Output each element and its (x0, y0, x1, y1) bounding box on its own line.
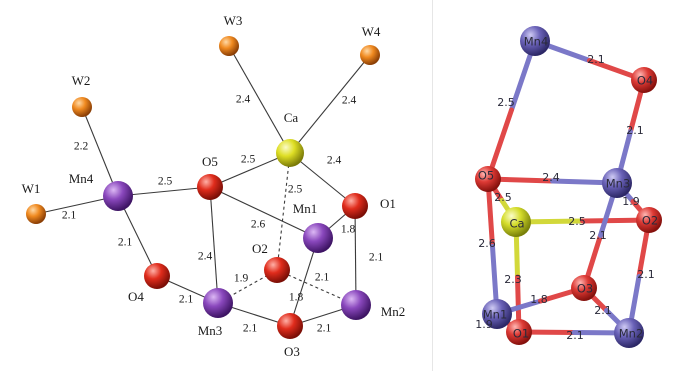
left-structure-panel: 2.4 2.4 2.2 2.1 2.5 2.5 2.4 2.5 2.6 1.8 2.1 2.1 2.4 2… (22, 13, 406, 359)
atom-label-mn3: Mn3 (606, 177, 631, 191)
bond-length-label: 2.5 (497, 96, 515, 109)
bond-length-label: 2.4 (236, 94, 251, 106)
bond-o5-ca (209, 152, 291, 188)
atom-label-mn2: Mn2 (381, 304, 406, 319)
bond-length-label: 1.8 (530, 293, 548, 306)
atom-o5 (475, 166, 501, 192)
bond-length-label: 2.1 (566, 329, 584, 342)
bond-length-label: 2.5 (288, 184, 303, 196)
atom-label-mn1: Mn1 (483, 308, 508, 322)
atom-w3 (219, 36, 239, 56)
atom-mn3 (203, 288, 233, 318)
atom-o3 (277, 313, 303, 339)
bond-length-label: 2.4 (342, 95, 357, 107)
atom-label-o4: O4 (637, 74, 653, 88)
atom-label-o1: O1 (380, 196, 396, 211)
atom-o4 (144, 263, 170, 289)
atom-label-mn1: Mn1 (293, 201, 318, 216)
bond-mn4-o5 (485, 38, 538, 182)
ball-and-stick-diagram: 2.4 2.4 2.2 2.1 2.5 2.5 2.4 2.5 2.6 1.8 2.1 2.1 2.4 2… (22, 13, 406, 359)
bond-length-label: 2.1 (243, 323, 258, 335)
atom-mn2 (614, 318, 644, 348)
bond-mn4-w2 (81, 106, 119, 197)
bond-length-label: 2.4 (198, 251, 213, 263)
atom-ca (501, 207, 531, 237)
atom-label-o2: O2 (642, 214, 658, 228)
atom-label-w3: W3 (224, 13, 243, 28)
bond-o5-mn1 (209, 186, 319, 239)
bond-o1-mn2 (354, 205, 357, 306)
atom-mn1 (303, 223, 333, 253)
atom-label-o5: O5 (202, 154, 218, 169)
atom-o1 (342, 193, 368, 219)
bond-length-label: 2.1 (587, 53, 605, 66)
bond-length-label: 2.1 (637, 268, 655, 281)
atom-label-o1: O1 (513, 327, 529, 341)
bond-length-label: 2.6 (251, 219, 266, 231)
bond-length-label: 1.9 (622, 195, 640, 208)
bond-ca-o2 (276, 152, 291, 271)
bond-length-label: 2.1 (118, 237, 133, 249)
bond-length-label: 1.9 (234, 273, 249, 285)
bond-length-label: 1.9 (475, 318, 493, 331)
bond-o5-mn3 (209, 186, 219, 304)
atom-mn2 (341, 290, 371, 320)
bond-length-label: 1.8 (289, 292, 304, 304)
bond-length-label: 2.1 (594, 304, 612, 317)
bond-ca-w3 (228, 45, 291, 154)
bond-ca-w4 (289, 54, 371, 154)
stick-rendering-diagram: 2.12.52.12.41.92.52.52.62.32.12.11.82.11… (475, 26, 662, 348)
atom-mn4 (520, 26, 550, 56)
atom-label-ca: Ca (284, 110, 299, 125)
atom-o5 (197, 174, 223, 200)
atom-label-o3: O3 (284, 344, 300, 359)
atom-label-mn4: Mn4 (69, 171, 94, 186)
bond-length-label: 2.1 (589, 229, 607, 242)
atom-ca (276, 139, 304, 167)
atom-w1 (26, 204, 46, 224)
bond-length-label: 2.5 (158, 176, 173, 188)
bond-mn4-o5 (117, 186, 211, 197)
bond-mn1-o3 (289, 237, 319, 327)
atom-label-ca: Ca (509, 217, 524, 231)
atom-mn4 (103, 181, 133, 211)
atom-label-o3: O3 (577, 282, 593, 296)
atom-w4 (360, 45, 380, 65)
atom-mn1 (482, 299, 512, 329)
atom-label-o4: O4 (128, 289, 144, 304)
bond-length-label: 2.6 (478, 237, 496, 250)
atom-w2 (72, 97, 92, 117)
atom-label-o5: O5 (478, 169, 494, 183)
bond-length-label: 2.4 (327, 155, 342, 167)
bond-length-label: 2.5 (494, 191, 512, 204)
atom-label-mn2: Mn2 (619, 327, 644, 341)
bond-length-label: 2.4 (542, 171, 560, 184)
atom-o2 (636, 207, 662, 233)
bond-length-label: 2.1 (62, 210, 77, 222)
atom-label-mn3: Mn3 (198, 323, 223, 338)
bond-length-label: 1.8 (341, 224, 356, 236)
atom-o1 (506, 319, 532, 345)
atom-label-w4: W4 (362, 24, 381, 39)
bond-length-label: 2.1 (315, 272, 330, 284)
bond-length-label: 2.5 (568, 215, 586, 228)
atom-mn3 (602, 168, 632, 198)
bond-length-label: 2.5 (241, 154, 256, 166)
bond-length-label: 2.1 (626, 124, 644, 137)
bond-length-label: 2.1 (179, 294, 194, 306)
atom-o4 (631, 67, 657, 93)
atom-label-w1: W1 (22, 181, 41, 196)
atom-o2 (264, 257, 290, 283)
right-structure-panel: 2.1 2.5 2.1 2.4 1.9 2.5 2.5 2.6 2.3 2.1 2.1 1.8 2.1 1… (432, 0, 681, 371)
bond-length-label: 2.2 (74, 141, 89, 153)
bond-length-label: 2.1 (317, 323, 332, 335)
bond-length-label: 2.3 (504, 273, 522, 286)
atom-label-o2: O2 (252, 241, 268, 256)
atom-o3 (571, 275, 597, 301)
bond-length-label: 2.1 (369, 252, 384, 264)
atom-label-w2: W2 (72, 73, 91, 88)
atom-label-mn4: Mn4 (524, 35, 549, 49)
